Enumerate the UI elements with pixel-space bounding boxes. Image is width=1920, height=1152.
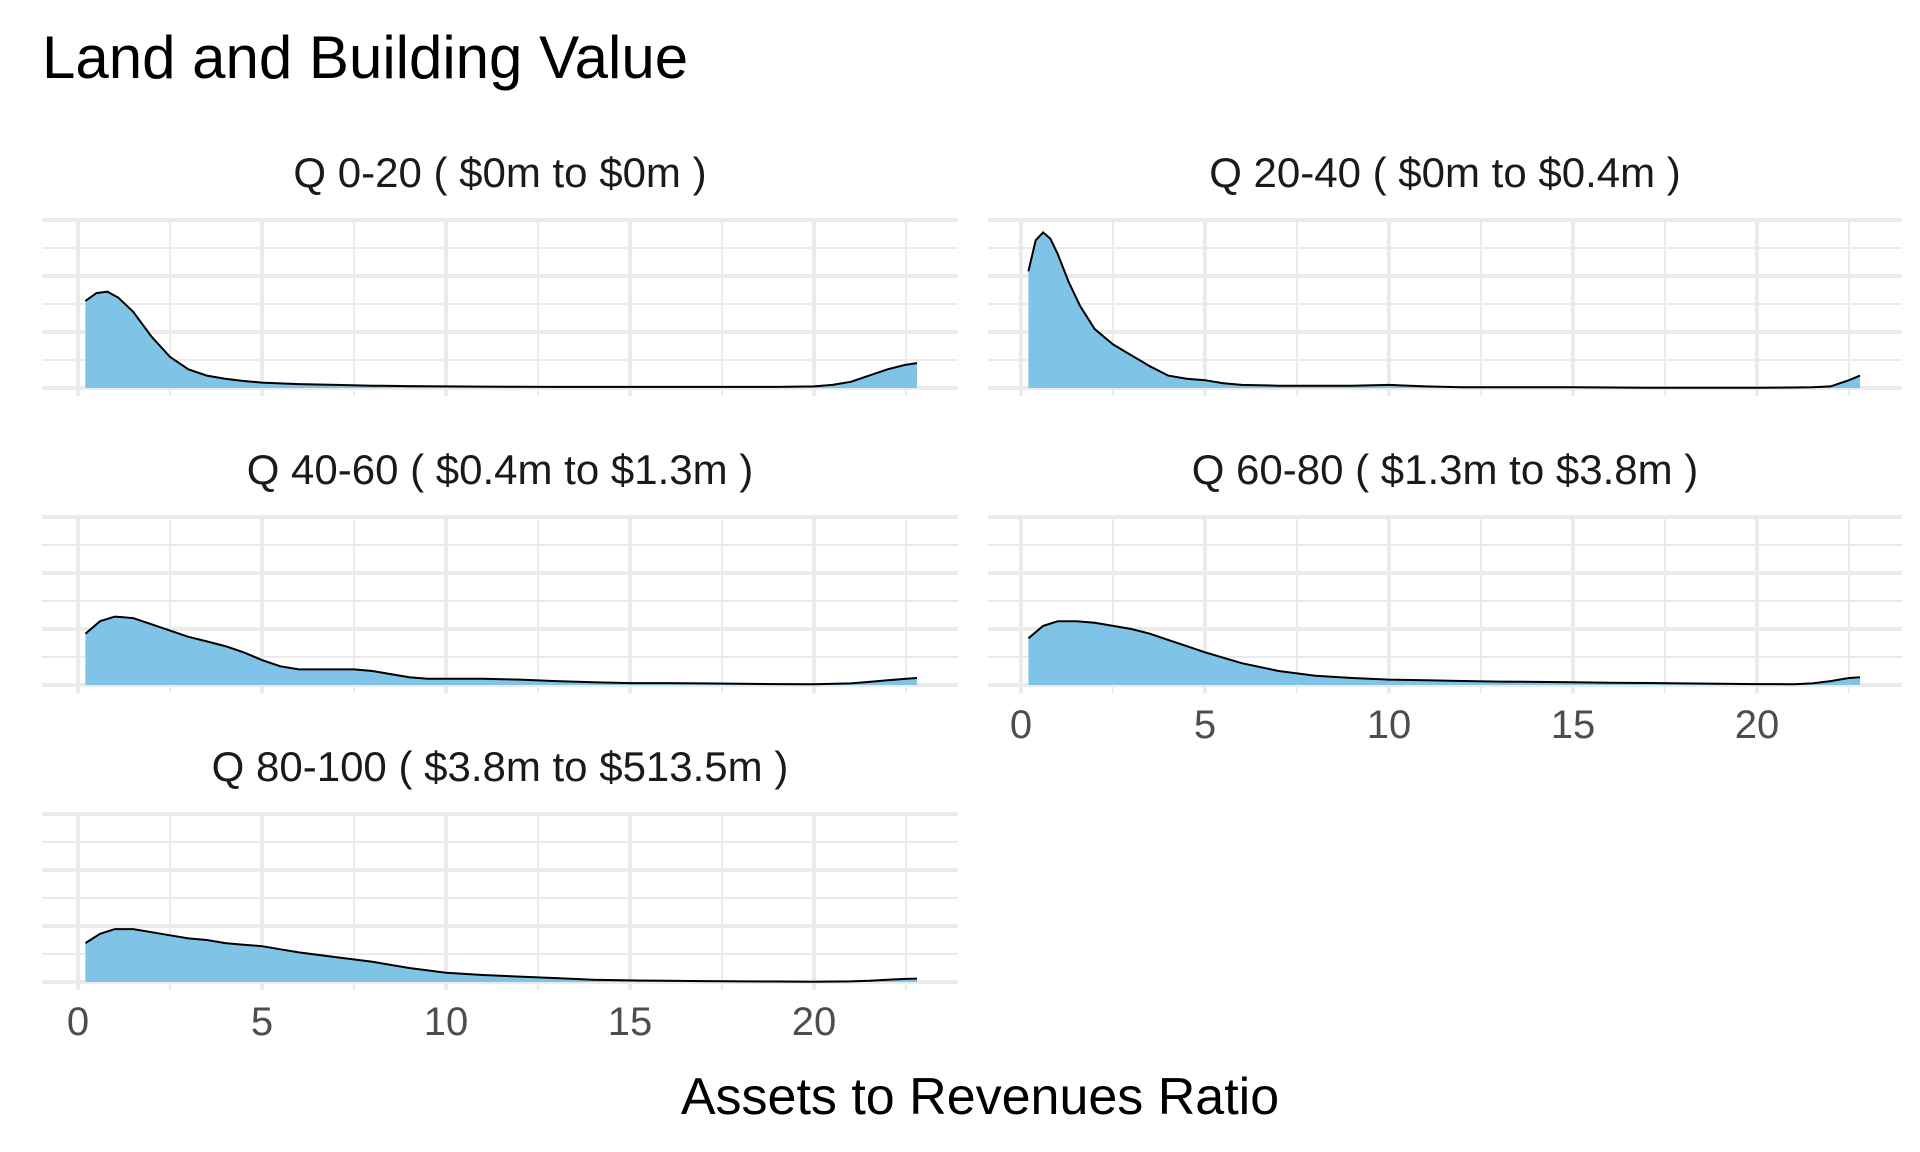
density-area: [85, 291, 918, 388]
facet-strip-label: Q 20-40 ( $0m to $0.4m ): [1209, 149, 1681, 196]
x-tick-label: 5: [251, 1000, 273, 1044]
density-line: [1027, 620, 1861, 686]
x-axis-label: Assets to Revenues Ratio: [681, 1068, 1279, 1126]
facet-strip-label: Q 0-20 ( $0m to $0m ): [293, 149, 706, 196]
density-area: [85, 616, 918, 685]
facet-strip-label: Q 60-80 ( $1.3m to $3.8m ): [1192, 446, 1699, 493]
density-line: [84, 290, 918, 388]
x-tick-label: 15: [1551, 703, 1596, 747]
facet-strip-label: Q 80-100 ( $3.8m to $513.5m ): [212, 743, 789, 790]
chart-title: Land and Building Value: [42, 24, 688, 91]
density-area: [1028, 621, 1861, 685]
density-line: [84, 615, 918, 686]
x-tick-label: 0: [67, 1000, 89, 1044]
x-tick-label: 0: [1010, 703, 1032, 747]
density-area: [85, 929, 918, 982]
x-tick-label: 5: [1194, 703, 1216, 747]
x-tick-label: 10: [1367, 703, 1412, 747]
facet-panels: Q 0-20 ( $0m to $0m ) Q 20-40 ( $0m to $0…: [42, 149, 1902, 1044]
density-line: [84, 928, 918, 983]
facet-panel: Q 20-40 ( $0m to $0.4m ): [988, 149, 1902, 396]
facet-strip-label: Q 40-60 ( $0.4m to $1.3m ): [247, 446, 754, 493]
facet-panel: Q 80-100 ( $3.8m to $513.5m ) 0 5 10 15 20: [42, 743, 958, 1044]
facet-panel: Q 60-80 ( $1.3m to $3.8m ) 0 5 10 15 20: [988, 446, 1902, 747]
density-line: [1027, 231, 1861, 389]
x-tick-label: 20: [792, 1000, 837, 1044]
x-tick-label: 15: [608, 1000, 653, 1044]
facet-panel: Q 0-20 ( $0m to $0m ): [42, 149, 958, 396]
x-tick-label: 10: [424, 1000, 469, 1044]
density-area: [1028, 232, 1861, 388]
x-tick-label: 20: [1735, 703, 1780, 747]
facet-panel: Q 40-60 ( $0.4m to $1.3m ): [42, 446, 958, 693]
